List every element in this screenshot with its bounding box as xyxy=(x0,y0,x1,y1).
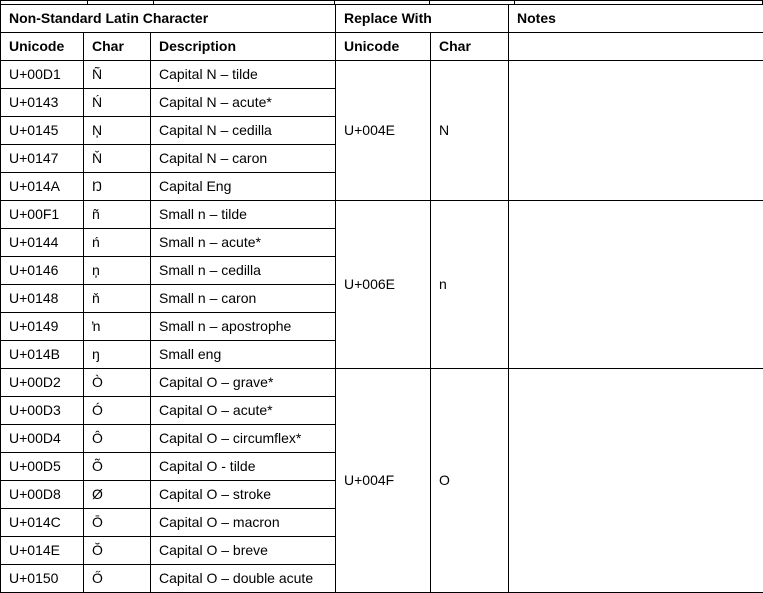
char-cell: ň xyxy=(83,284,151,313)
replace-char-cell: n xyxy=(430,200,509,369)
replace-unicode-cell: U+006E xyxy=(335,200,431,369)
unicode-cell: U+00D8 xyxy=(0,480,84,509)
replace-char-cell: N xyxy=(430,60,509,201)
fragment-border xyxy=(334,1,335,4)
char-cell: Ņ xyxy=(83,116,151,145)
char-cell: Ō xyxy=(83,508,151,537)
unicode-cell: U+00D4 xyxy=(0,424,84,453)
description-cell: Capital O – acute* xyxy=(150,396,336,425)
char-cell: Ò xyxy=(83,368,151,397)
unicode-cell: U+00D3 xyxy=(0,396,84,425)
description-cell: Capital N – tilde xyxy=(150,60,336,89)
char-cell: Ñ xyxy=(83,60,151,89)
description-cell: Capital N – caron xyxy=(150,144,336,173)
description-cell: Capital Eng xyxy=(150,172,336,201)
table-row: U+00D8 Ø Capital O – stroke xyxy=(0,480,763,509)
char-cell: ñ xyxy=(83,200,151,229)
description-cell: Small n – acute* xyxy=(150,228,336,257)
unicode-cell: U+00D5 xyxy=(0,452,84,481)
description-cell: Small n – tilde xyxy=(150,200,336,229)
notes-cell xyxy=(508,368,763,593)
fragment-border xyxy=(87,1,88,4)
description-cell: Capital O – macron xyxy=(150,508,336,537)
unicode-cell: U+014C xyxy=(0,508,84,537)
char-cell: Ő xyxy=(83,564,151,593)
description-cell: Capital O – grave* xyxy=(150,368,336,397)
unicode-cell: U+00F1 xyxy=(0,200,84,229)
unicode-cell: U+014B xyxy=(0,340,84,369)
unicode-cell: U+0145 xyxy=(0,116,84,145)
unicode-cell: U+0147 xyxy=(0,144,84,173)
fragment-border xyxy=(429,1,430,4)
description-cell: Small eng xyxy=(150,340,336,369)
previous-row-fragment xyxy=(0,0,763,4)
group-header-replace-with: Replace With xyxy=(335,4,509,33)
description-cell: Small n – apostrophe xyxy=(150,312,336,341)
table-row: U+0143 Ń Capital N – acute* xyxy=(0,88,763,117)
character-replacement-table: Non-Standard Latin Character Replace Wit… xyxy=(0,4,763,593)
column-header-notes-blank xyxy=(508,32,763,61)
unicode-cell: U+0143 xyxy=(0,88,84,117)
replace-unicode-cell: U+004F xyxy=(335,368,431,593)
unicode-cell: U+0146 xyxy=(0,256,84,285)
column-header-description: Description xyxy=(150,32,336,61)
column-header-unicode: Unicode xyxy=(0,32,84,61)
char-cell: Ŏ xyxy=(83,536,151,565)
description-cell: Capital O - tilde xyxy=(150,452,336,481)
table-row: U+00F1 ñ Small n – tilde U+006E n xyxy=(0,200,763,369)
unicode-cell: U+0144 xyxy=(0,228,84,257)
table-row: U+0144 ń Small n – acute* xyxy=(0,228,763,257)
char-cell: ņ xyxy=(83,256,151,285)
unicode-cell: U+0150 xyxy=(0,564,84,593)
fragment-border xyxy=(153,1,154,4)
char-cell: ŋ xyxy=(83,340,151,369)
fragment-border xyxy=(514,1,515,4)
char-cell: Ň xyxy=(83,144,151,173)
replace-char-cell: O xyxy=(430,368,509,593)
unicode-cell: U+014A xyxy=(0,172,84,201)
char-cell: Õ xyxy=(83,452,151,481)
unicode-cell: U+00D2 xyxy=(0,368,84,397)
table-row: U+014B ŋ Small eng xyxy=(0,340,763,369)
group-header-nonstandard: Non-Standard Latin Character xyxy=(0,4,336,33)
char-cell: Ŋ xyxy=(83,172,151,201)
group-header-notes: Notes xyxy=(508,4,763,33)
unicode-cell: U+0148 xyxy=(0,284,84,313)
description-cell: Capital N – acute* xyxy=(150,88,336,117)
column-header-replace-unicode: Unicode xyxy=(335,32,431,61)
column-header-replace-char: Char xyxy=(430,32,509,61)
char-cell: Ń xyxy=(83,88,151,117)
table-row: U+014C Ō Capital O – macron xyxy=(0,508,763,537)
description-cell: Capital O – circumflex* xyxy=(150,424,336,453)
table-row: U+014A Ŋ Capital Eng xyxy=(0,172,763,201)
description-cell: Small n – caron xyxy=(150,284,336,313)
description-cell: Small n – cedilla xyxy=(150,256,336,285)
char-cell: Ô xyxy=(83,424,151,453)
column-header-row: Unicode Char Description Unicode Char xyxy=(0,32,763,61)
description-cell: Capital O – stroke xyxy=(150,480,336,509)
unicode-cell: U+0149 xyxy=(0,312,84,341)
notes-cell xyxy=(508,60,763,201)
table-row: U+0148 ň Small n – caron xyxy=(0,284,763,313)
unicode-cell: U+014E xyxy=(0,536,84,565)
table-row: U+0149 ŉ Small n – apostrophe xyxy=(0,312,763,341)
replace-unicode-cell: U+004E xyxy=(335,60,431,201)
group-header-row: Non-Standard Latin Character Replace Wit… xyxy=(0,4,763,33)
char-cell: ń xyxy=(83,228,151,257)
char-cell: Ó xyxy=(83,396,151,425)
char-cell: ŉ xyxy=(83,312,151,341)
table-row: U+00D1 Ñ Capital N – tilde U+004E N xyxy=(0,60,763,201)
char-cell: Ø xyxy=(83,480,151,509)
table-row: U+00D5 Õ Capital O - tilde xyxy=(0,452,763,481)
column-header-char: Char xyxy=(83,32,151,61)
notes-cell xyxy=(508,200,763,369)
table-row: U+0150 Ő Capital O – double acute xyxy=(0,564,763,593)
table-row: U+00D4 Ô Capital O – circumflex* xyxy=(0,424,763,453)
unicode-cell: U+00D1 xyxy=(0,60,84,89)
table-row: U+00D2 Ò Capital O – grave* U+004F O xyxy=(0,368,763,593)
description-cell: Capital O – double acute xyxy=(150,564,336,593)
description-cell: Capital O – breve xyxy=(150,536,336,565)
description-cell: Capital N – cedilla xyxy=(150,116,336,145)
